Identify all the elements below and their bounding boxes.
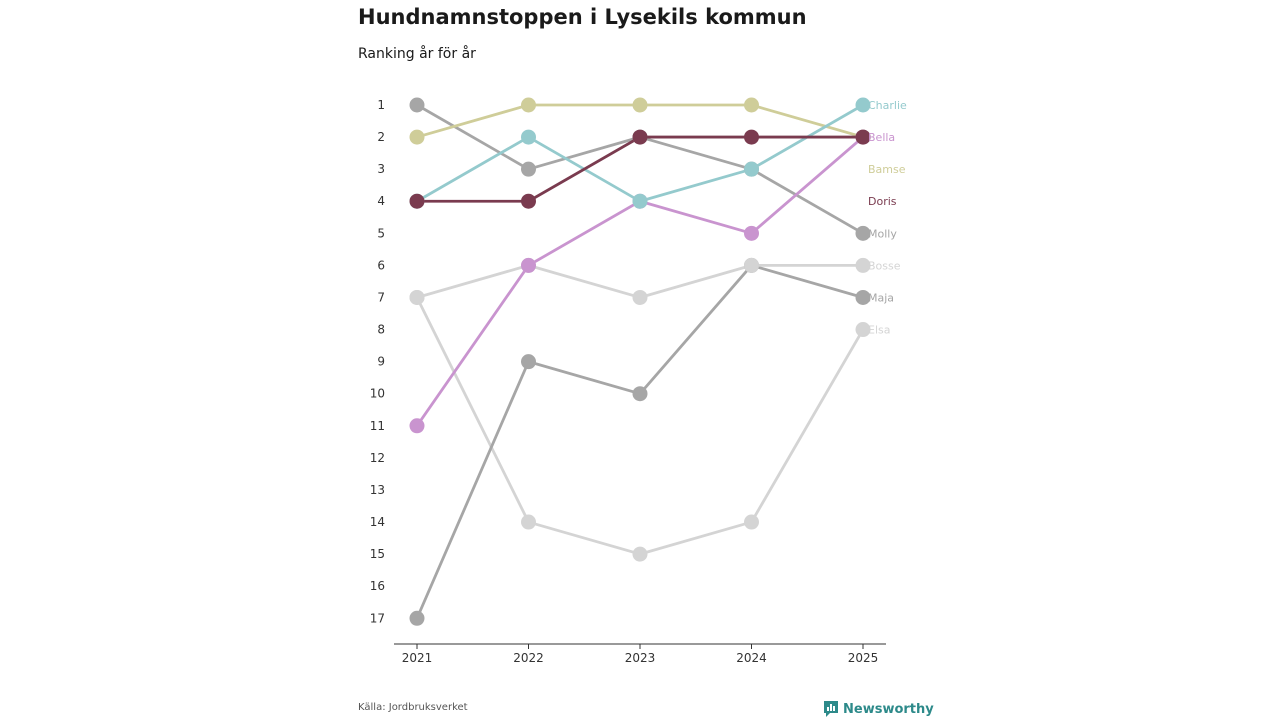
- y-tick-label: 7: [377, 290, 385, 304]
- data-point-elsa: [632, 546, 648, 562]
- y-tick-label: 15: [370, 547, 385, 561]
- data-point-molly: [409, 97, 425, 113]
- series-line-elsa: [415, 296, 865, 556]
- data-point-bosse: [855, 257, 871, 273]
- chart-title: Hundnamnstoppen i Lysekils kommun: [358, 5, 807, 29]
- data-point-maja: [855, 289, 871, 305]
- y-tick-label: 13: [370, 483, 385, 497]
- data-point-elsa: [855, 322, 871, 338]
- data-point-doris: [632, 129, 648, 145]
- y-tick-label: 3: [377, 162, 385, 176]
- series-label-charlie: Charlie: [868, 99, 907, 112]
- series-points: [409, 97, 871, 626]
- series-label-bosse: Bosse: [868, 259, 901, 272]
- data-point-elsa: [521, 514, 536, 530]
- data-point-elsa: [744, 514, 759, 530]
- series-line-charlie: [416, 103, 864, 203]
- series-label-maja: Maja: [868, 291, 894, 304]
- data-point-charlie: [632, 193, 648, 209]
- series-labels: Elsa Maja Bosse Molly Bamse Bella Charlie Doris: [868, 99, 907, 337]
- x-tick-label: 2021: [402, 651, 433, 665]
- y-tick-label: 16: [370, 579, 385, 593]
- data-point-bella: [744, 225, 759, 241]
- y-tick-label: 4: [377, 194, 385, 208]
- x-tick-label: 2022: [513, 651, 544, 665]
- newsworthy-logo-icon: [824, 701, 838, 717]
- data-point-bosse: [744, 257, 759, 273]
- data-point-bella: [521, 257, 536, 273]
- data-point-bosse: [632, 289, 648, 305]
- series-label-bella: Bella: [868, 131, 895, 144]
- y-tick-label: 11: [370, 419, 385, 433]
- series-line-bella: [415, 136, 864, 427]
- data-point-maja: [632, 386, 648, 402]
- data-point-maja: [409, 610, 425, 626]
- series-label-elsa: Elsa: [868, 324, 890, 337]
- data-point-bamse: [632, 97, 648, 113]
- y-tick-label: 8: [377, 323, 385, 337]
- data-point-doris: [855, 129, 871, 145]
- data-point-bella: [409, 418, 425, 434]
- data-point-bamse: [744, 97, 759, 113]
- chart-subtitle: Ranking år för år: [358, 46, 476, 62]
- data-point-maja: [521, 354, 536, 370]
- data-point-molly: [521, 161, 536, 177]
- y-tick-label: 12: [370, 451, 385, 465]
- y-tick-label: 14: [370, 515, 385, 529]
- series-lines: [415, 103, 865, 619]
- series-label-molly: Molly: [868, 227, 897, 240]
- y-tick-label: 9: [377, 355, 385, 369]
- source-note: Källa: Jordbruksverket: [358, 702, 468, 713]
- brand-name: Newsworthy: [843, 701, 934, 717]
- data-point-charlie: [855, 97, 871, 113]
- data-point-bosse: [409, 289, 425, 305]
- series-line-maja: [415, 263, 864, 619]
- series-line-doris: [417, 135, 863, 203]
- y-tick-label: 1: [377, 98, 385, 112]
- y-tick-label: 17: [370, 611, 385, 625]
- data-point-bamse: [521, 97, 536, 113]
- x-tick-label: 2024: [736, 651, 767, 665]
- data-point-charlie: [521, 129, 536, 145]
- y-tick-label: 5: [377, 226, 385, 240]
- data-point-bamse: [409, 129, 425, 145]
- data-point-doris: [409, 193, 425, 209]
- data-point-doris: [744, 129, 759, 145]
- y-tick-label: 10: [370, 387, 385, 401]
- brand-logo[interactable]: Newsworthy: [823, 700, 934, 718]
- data-point-molly: [855, 225, 871, 241]
- data-point-doris: [521, 193, 536, 209]
- series-line-molly: [416, 103, 864, 235]
- series-label-bamse: Bamse: [868, 163, 906, 176]
- x-axis-ticks: 2021 2022 2023 2024 2025: [402, 644, 879, 665]
- y-tick-label: 2: [377, 130, 385, 144]
- data-point-charlie: [744, 161, 759, 177]
- y-tick-label: 6: [377, 258, 385, 272]
- x-tick-label: 2023: [625, 651, 656, 665]
- x-tick-label: 2025: [848, 651, 879, 665]
- series-label-doris: Doris: [868, 195, 897, 208]
